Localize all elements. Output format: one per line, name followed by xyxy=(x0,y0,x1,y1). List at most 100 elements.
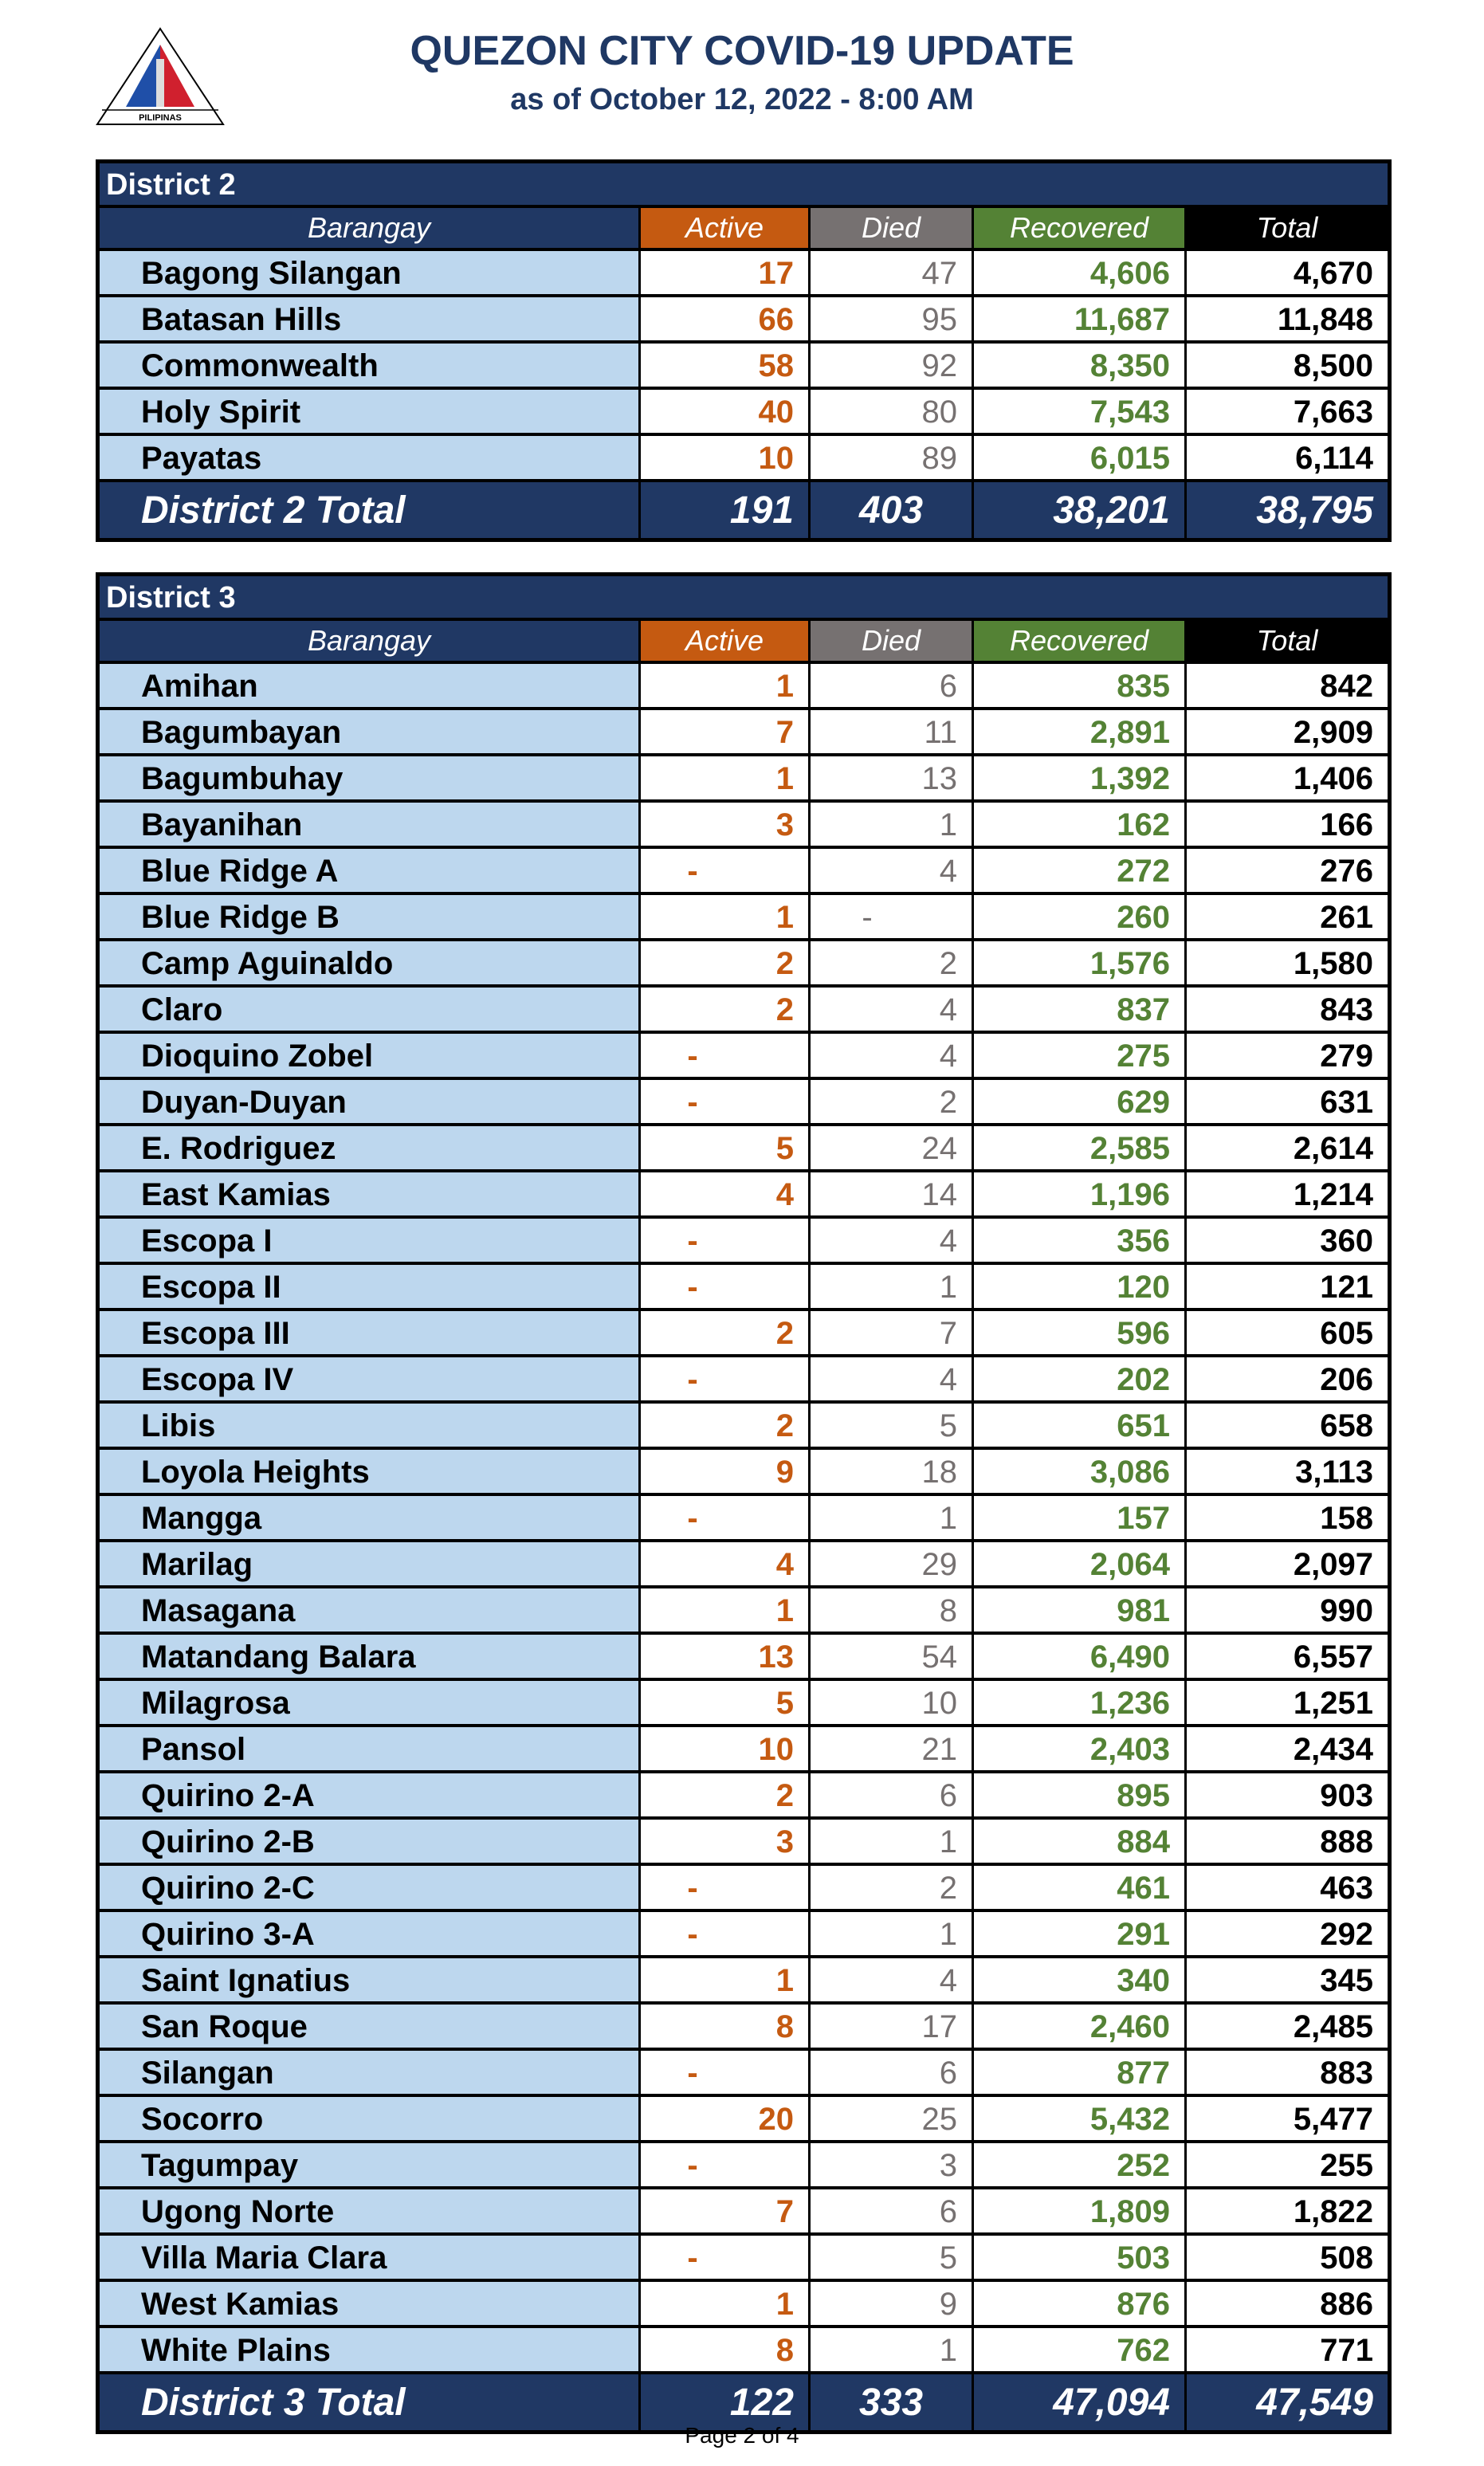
cell-died: 13 xyxy=(811,756,972,799)
cell-active: 20 xyxy=(641,2097,808,2140)
column-header-recovered: Recovered xyxy=(974,621,1184,661)
cell-recovered: 252 xyxy=(974,2143,1184,2186)
cell-total: 345 xyxy=(1187,1958,1388,2001)
cell-recovered: 202 xyxy=(974,1357,1184,1400)
cell-total: 463 xyxy=(1187,1866,1388,1909)
cell-barangay: Amihan xyxy=(100,664,638,707)
cell-total: 2,614 xyxy=(1187,1126,1388,1169)
cell-recovered: 4,606 xyxy=(974,251,1184,294)
cell-barangay: Claro xyxy=(100,988,638,1031)
cell-recovered: 877 xyxy=(974,2051,1184,2094)
cell-active: - xyxy=(641,2051,808,2094)
cell-total: 206 xyxy=(1187,1357,1388,1400)
total-died: 333 xyxy=(811,2374,972,2430)
cell-active: 3 xyxy=(641,803,808,846)
cell-barangay: Libis xyxy=(100,1404,638,1447)
total-died: 403 xyxy=(811,482,972,538)
district-grid: Barangay Active Died Recovered Total Amihan 1 6… xyxy=(100,621,1388,2430)
cell-total: 276 xyxy=(1187,849,1388,892)
cell-total: 990 xyxy=(1187,1588,1388,1632)
cell-barangay: Duyan-Duyan xyxy=(100,1080,638,1123)
cell-died: 5 xyxy=(811,2236,972,2279)
column-header-barangay: Barangay xyxy=(100,208,638,248)
cell-active: 10 xyxy=(641,436,808,479)
cell-died: 1 xyxy=(811,1820,972,1863)
cell-died: 54 xyxy=(811,1635,972,1678)
cell-died: 25 xyxy=(811,2097,972,2140)
cell-barangay: Quirino 2-C xyxy=(100,1866,638,1909)
cell-recovered: 3,086 xyxy=(974,1450,1184,1493)
cell-active: 7 xyxy=(641,710,808,753)
cell-active: - xyxy=(641,1219,808,1262)
cell-barangay: Camp Aguinaldo xyxy=(100,941,638,984)
cell-total: 508 xyxy=(1187,2236,1388,2279)
cell-barangay: Bagong Silangan xyxy=(100,251,638,294)
column-header-barangay: Barangay xyxy=(100,621,638,661)
column-header-total: Total xyxy=(1187,208,1388,248)
cell-died: 1 xyxy=(811,1265,972,1308)
cell-total: 771 xyxy=(1187,2328,1388,2371)
cell-total: 903 xyxy=(1187,1773,1388,1816)
cell-active: 10 xyxy=(641,1727,808,1770)
cell-total: 360 xyxy=(1187,1219,1388,1262)
cell-recovered: 503 xyxy=(974,2236,1184,2279)
cell-recovered: 981 xyxy=(974,1588,1184,1632)
cell-recovered: 291 xyxy=(974,1912,1184,1955)
cell-barangay: Masagana xyxy=(100,1588,638,1632)
cell-total: 4,670 xyxy=(1187,251,1388,294)
cell-active: 4 xyxy=(641,1172,808,1215)
cell-recovered: 7,543 xyxy=(974,390,1184,433)
cell-total: 6,557 xyxy=(1187,1635,1388,1678)
cell-recovered: 356 xyxy=(974,1219,1184,1262)
cell-recovered: 157 xyxy=(974,1496,1184,1539)
cell-barangay: Bayanihan xyxy=(100,803,638,846)
column-header-total: Total xyxy=(1187,621,1388,661)
total-active: 191 xyxy=(641,482,808,538)
cell-died: 4 xyxy=(811,1357,972,1400)
cell-active: 2 xyxy=(641,1773,808,1816)
cell-active: - xyxy=(641,1866,808,1909)
cell-barangay: Blue Ridge A xyxy=(100,849,638,892)
cell-total: 1,251 xyxy=(1187,1681,1388,1724)
cell-recovered: 1,392 xyxy=(974,756,1184,799)
cell-total: 158 xyxy=(1187,1496,1388,1539)
cell-recovered: 1,809 xyxy=(974,2189,1184,2232)
cell-total: 888 xyxy=(1187,1820,1388,1863)
cell-total: 1,406 xyxy=(1187,756,1388,799)
cell-barangay: Escopa II xyxy=(100,1265,638,1308)
cell-total: 1,580 xyxy=(1187,941,1388,984)
cell-active: 7 xyxy=(641,2189,808,2232)
cell-total: 1,822 xyxy=(1187,2189,1388,2232)
cell-died: 4 xyxy=(811,1958,972,2001)
cell-barangay: Commonwealth xyxy=(100,344,638,387)
district-title: District 3 xyxy=(100,576,1388,621)
cell-total: 7,663 xyxy=(1187,390,1388,433)
cell-active: 5 xyxy=(641,1126,808,1169)
cell-total: 605 xyxy=(1187,1311,1388,1354)
cell-barangay: Payatas xyxy=(100,436,638,479)
total-total: 38,795 xyxy=(1187,482,1388,538)
cell-died: 6 xyxy=(811,2189,972,2232)
cell-total: 279 xyxy=(1187,1034,1388,1077)
cell-total: 292 xyxy=(1187,1912,1388,1955)
cell-active: - xyxy=(641,849,808,892)
cell-died: 21 xyxy=(811,1727,972,1770)
cell-barangay: Blue Ridge B xyxy=(100,895,638,938)
cell-died: 1 xyxy=(811,1496,972,1539)
cell-recovered: 6,490 xyxy=(974,1635,1184,1678)
cell-active: 9 xyxy=(641,1450,808,1493)
cell-total: 8,500 xyxy=(1187,344,1388,387)
cell-recovered: 651 xyxy=(974,1404,1184,1447)
cell-died: 95 xyxy=(811,297,972,340)
cell-recovered: 272 xyxy=(974,849,1184,892)
cell-barangay: Villa Maria Clara xyxy=(100,2236,638,2279)
cell-recovered: 2,460 xyxy=(974,2005,1184,2048)
cell-recovered: 629 xyxy=(974,1080,1184,1123)
cell-died: 7 xyxy=(811,1311,972,1354)
cell-barangay: San Roque xyxy=(100,2005,638,2048)
cell-recovered: 2,064 xyxy=(974,1542,1184,1585)
cell-barangay: Escopa I xyxy=(100,1219,638,1262)
cell-barangay: Batasan Hills xyxy=(100,297,638,340)
cell-total: 2,909 xyxy=(1187,710,1388,753)
cell-recovered: 2,403 xyxy=(974,1727,1184,1770)
